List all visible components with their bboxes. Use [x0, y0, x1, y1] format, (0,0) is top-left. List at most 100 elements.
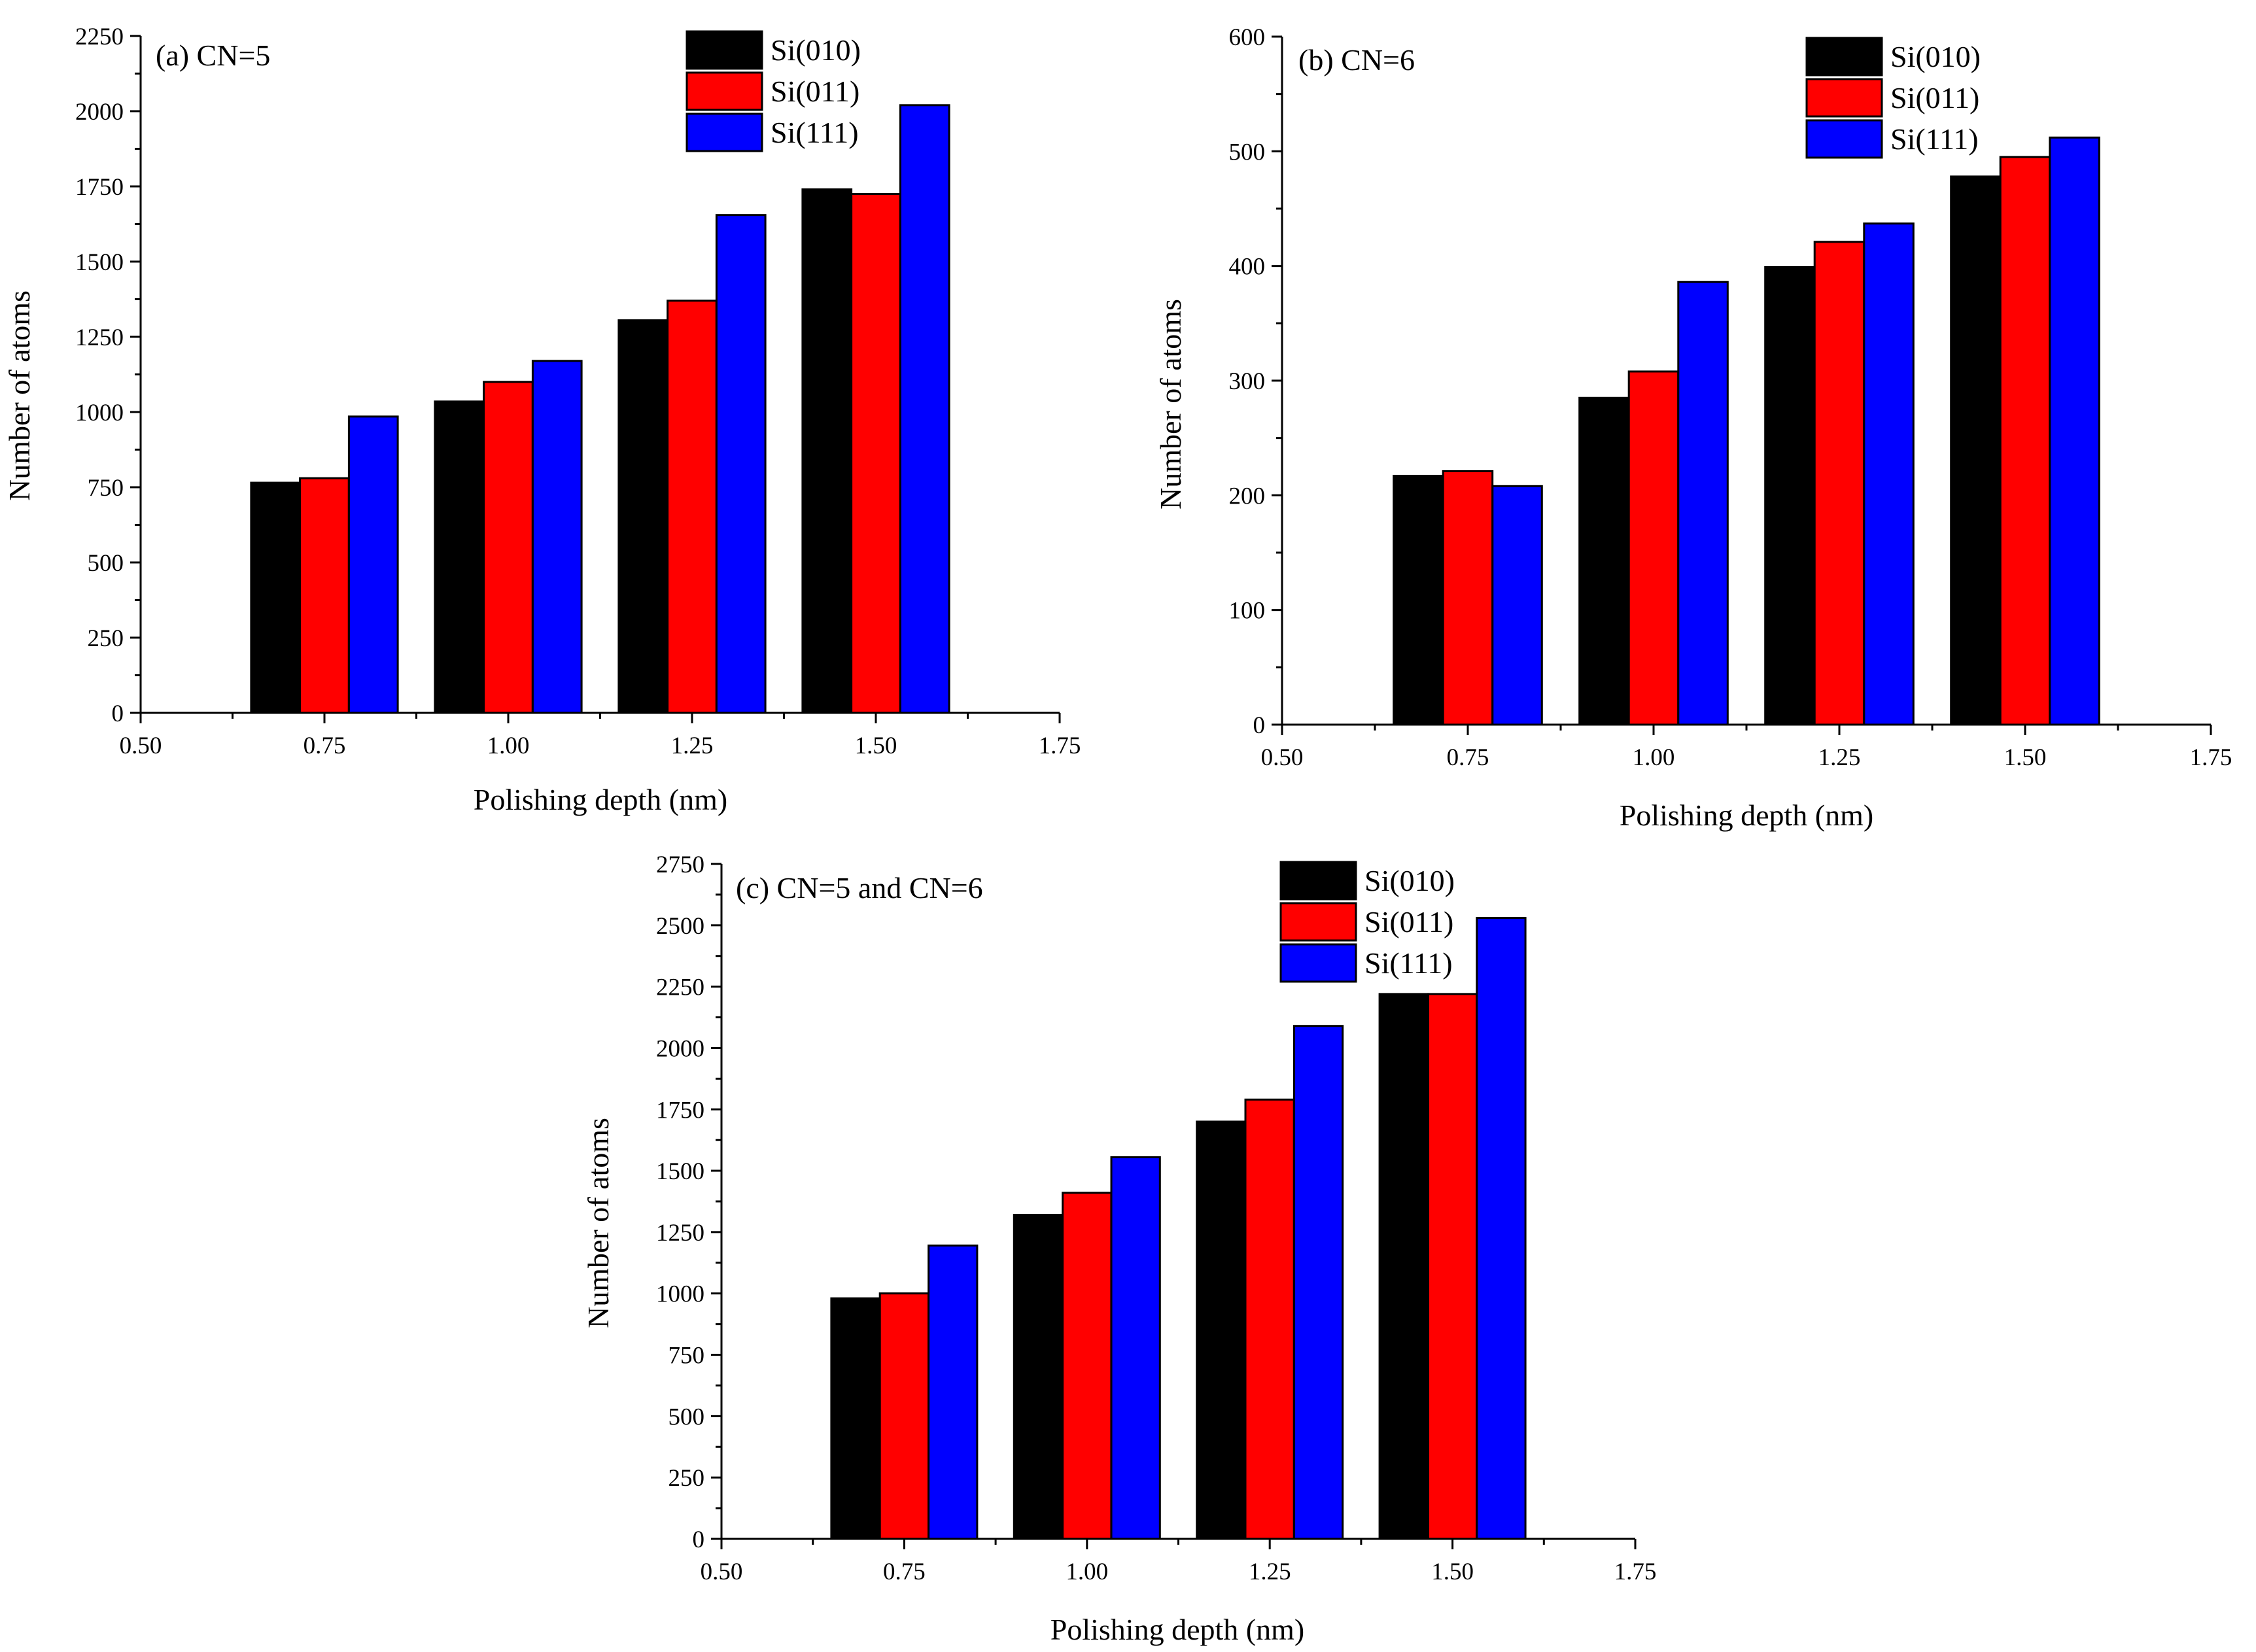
- bar-si010-1: [1013, 1214, 1064, 1540]
- y-tick-label: 2250: [656, 974, 704, 1001]
- x-tick-label: 1.75: [2190, 744, 2232, 771]
- x-tick-label: 0.75: [883, 1558, 926, 1585]
- y-tick-label: 500: [1229, 139, 1266, 165]
- y-tick-label: 200: [1229, 483, 1266, 509]
- legend-swatch: [1805, 37, 1883, 77]
- bar-si011-1: [1627, 370, 1680, 726]
- bar-si011-0.75: [878, 1292, 929, 1540]
- y-tick-label: 1250: [656, 1220, 704, 1247]
- panel-title: (c) CN=5 and CN=6: [736, 871, 983, 904]
- y-tick-label: 1500: [656, 1158, 704, 1185]
- legend-swatch: [1279, 861, 1357, 901]
- bar-si111-1: [531, 360, 583, 714]
- y-tick-label: 250: [88, 625, 124, 652]
- x-tick-label: 0.75: [304, 732, 346, 759]
- bar-si010-0.75: [250, 481, 302, 714]
- y-tick-label: 1750: [75, 174, 124, 201]
- x-tick-label: 1.50: [855, 732, 897, 759]
- bar-si111-1.25: [1863, 222, 1915, 726]
- y-tick-label: 500: [668, 1403, 705, 1430]
- x-tick-label: 1.00: [1633, 744, 1675, 771]
- legend-label: Si(111): [1890, 122, 1979, 156]
- bar-si111-0.75: [347, 415, 399, 714]
- bar-si111-1.25: [1293, 1025, 1344, 1540]
- bar-si011-1.25: [1813, 241, 1866, 726]
- y-tick-label: 1000: [75, 400, 124, 426]
- bar-si010-1.25: [617, 319, 669, 714]
- bar-si011-1.25: [667, 300, 718, 714]
- x-tick-label: 0.50: [120, 732, 162, 759]
- x-tick-label: 1.25: [671, 732, 714, 759]
- legend-swatch: [1279, 902, 1357, 942]
- bar-si111-1.5: [1476, 917, 1527, 1540]
- legend: Si(010) Si(011) Si(111): [1805, 37, 1981, 159]
- y-axis-title: Number of atoms: [581, 1118, 615, 1328]
- y-tick-label: 100: [1229, 598, 1266, 625]
- bar-si011-1.25: [1244, 1098, 1295, 1540]
- y-tick-label: 0: [1253, 712, 1266, 739]
- legend-swatch: [685, 112, 763, 152]
- y-tick-label: 2000: [75, 99, 124, 126]
- bar-si010-1.5: [801, 188, 853, 714]
- bar-si111-0.75: [1491, 485, 1543, 726]
- legend-label: Si(010): [1364, 864, 1455, 897]
- y-tick-label: 500: [88, 550, 124, 577]
- x-axis-title: Polishing depth (nm): [1050, 1613, 1304, 1646]
- bar-si011-0.75: [1442, 470, 1494, 726]
- panel-c-chart: 0.50 0.75 1.00 1.25 1.50 1.75 0 250 500 750 1000 12…: [581, 852, 1656, 1646]
- legend-swatch: [1279, 943, 1357, 983]
- legend-label: Si(010): [1890, 40, 1981, 73]
- y-tick-label: 1750: [656, 1097, 704, 1124]
- y-tick-label: 0: [693, 1526, 705, 1553]
- legend-label: Si(011): [1890, 81, 1979, 114]
- legend: Si(010) Si(011) Si(111): [1279, 861, 1455, 983]
- bar-si111-1: [1110, 1156, 1161, 1540]
- y-tick-label: 250: [668, 1465, 705, 1492]
- x-axis-title: Polishing depth (nm): [474, 783, 727, 816]
- x-tick-label: 1.00: [1066, 1558, 1108, 1585]
- legend-swatch: [685, 71, 763, 111]
- bar-si010-1: [434, 400, 485, 714]
- y-tick-label: 1000: [656, 1281, 704, 1308]
- legend-label: Si(111): [771, 116, 859, 149]
- panel-title: (b) CN=6: [1298, 43, 1415, 77]
- bar-si010-1: [1578, 396, 1630, 726]
- bar-si010-0.75: [830, 1297, 881, 1540]
- legend-label: Si(011): [1364, 905, 1453, 938]
- bar-si011-0.75: [299, 477, 350, 714]
- legend-swatch: [1805, 78, 1883, 118]
- legend-swatch: [1805, 119, 1883, 159]
- x-tick-label: 1.50: [1431, 1558, 1474, 1585]
- y-tick-label: 600: [1229, 24, 1266, 51]
- bar-si011-1.5: [1999, 156, 2051, 726]
- bar-si010-0.75: [1393, 475, 1444, 726]
- y-axis-title: Number of atoms: [3, 290, 36, 501]
- y-tick-label: 2250: [75, 24, 124, 50]
- y-tick-label: 0: [112, 700, 124, 727]
- x-tick-label: 0.50: [1261, 744, 1304, 771]
- bar-si111-1.5: [899, 104, 950, 714]
- y-tick-label: 2750: [656, 852, 704, 878]
- bar-si011-1: [483, 381, 534, 714]
- legend-swatch: [685, 30, 763, 70]
- bar-si011-1: [1062, 1192, 1113, 1540]
- panel-title: (a) CN=5: [156, 39, 270, 72]
- x-tick-label: 1.50: [2004, 744, 2047, 771]
- x-tick-label: 1.00: [487, 732, 530, 759]
- bar-si111-0.75: [928, 1245, 979, 1540]
- legend: Si(010) Si(011) Si(111): [685, 30, 861, 152]
- y-tick-label: 2000: [656, 1035, 704, 1062]
- x-tick-label: 0.50: [701, 1558, 743, 1585]
- bar-si011-1.5: [850, 193, 901, 714]
- y-tick-label: 750: [668, 1343, 705, 1369]
- y-tick-label: 1250: [75, 324, 124, 351]
- y-tick-label: 300: [1229, 368, 1266, 395]
- y-axis-title: Number of atoms: [1154, 299, 1187, 509]
- bar-si010-1.5: [1378, 993, 1429, 1540]
- x-tick-label: 0.75: [1447, 744, 1489, 771]
- x-tick-label: 1.75: [1039, 732, 1081, 759]
- bar-si010-1.25: [1196, 1120, 1247, 1540]
- bar-si010-1.5: [1950, 175, 2002, 726]
- panel-b-chart: 0.50 0.75 1.00 1.25 1.50 1.75 0 100 200 300 400 500…: [1154, 24, 2232, 832]
